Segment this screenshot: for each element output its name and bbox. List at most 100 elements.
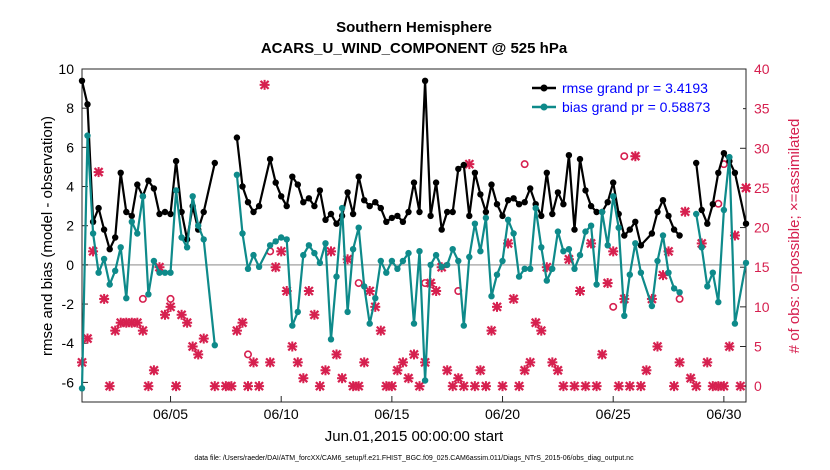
obs-possible-marker [354,279,363,288]
bias-point [432,251,440,259]
rmse-point [549,210,556,218]
y-tick-label: 6 [66,139,74,155]
bias-point [455,257,462,265]
obs-assimilated-marker [193,349,204,360]
rmse-point [449,208,456,216]
bias-point [438,263,445,270]
legend-box [525,75,743,117]
bias-point [322,240,329,247]
bias-point [361,283,368,290]
bias-point [128,218,135,225]
obs-assimilated-marker [93,167,104,178]
obs-assimilated-marker [458,381,469,392]
obs-possible-marker [620,152,629,161]
bias-point [372,295,379,302]
rmse-point [604,199,611,206]
bias-point [95,269,102,276]
rmse-point [361,197,368,204]
rmse-point [84,101,91,108]
bias-point [161,269,169,276]
obs-assimilated-marker [403,373,414,384]
bias-point [266,242,274,249]
obs-assimilated-marker [198,333,209,344]
bias-point [499,257,506,265]
rmse-point [311,202,318,210]
rmse-point [233,134,241,141]
rmse-point [239,183,246,190]
bias-point [289,322,296,329]
bias-point [626,271,633,278]
bias-point [139,193,147,200]
right-y-tick-label: 40 [754,61,770,77]
obs-assimilated-marker [669,381,680,392]
bias-point [670,285,678,292]
bias-point [150,257,158,265]
bias-point [693,210,700,218]
bias-point [250,251,257,259]
bias-point [377,257,384,265]
rmse-point [659,197,667,204]
rmse-point [255,202,263,210]
obs-assimilated-marker [624,381,635,392]
bias-point [460,322,467,329]
obs-assimilated-marker [685,373,696,384]
rmse-point [654,208,661,216]
obs-assimilated-marker [480,381,491,392]
obs-possible-marker [166,294,175,303]
bias-point [521,265,528,272]
obs-assimilated-marker [248,357,259,368]
rmse-point [167,210,174,218]
bias-point [654,257,661,265]
rmse-point [715,169,722,176]
obs-assimilated-marker [575,286,585,296]
bias-point [355,224,362,231]
rmse-point [731,169,739,176]
obs-assimilated-marker [231,325,242,336]
rmse-point [161,208,169,216]
rmse-point [366,202,373,210]
obs-possible-marker [609,302,618,311]
rmse-point [78,77,86,85]
bias-point [255,263,263,270]
rmse-point [278,193,285,200]
bias-point [477,248,484,255]
bias-point [676,289,683,296]
rmse-point [571,226,578,233]
y-tick-label: 2 [66,218,74,234]
rmse-point [95,204,102,212]
bias-point [543,277,550,284]
bias-point [410,320,418,327]
obs-assimilated-marker [292,357,303,368]
x-tick-label: 06/10 [264,406,299,422]
series-lines [78,77,750,392]
obs-assimilated-marker [469,381,480,392]
bias-point [244,265,252,272]
obs-assimilated-marker [237,317,248,328]
obs-assimilated-marker [303,286,314,296]
bias-point [482,214,490,222]
bias-point [117,244,124,251]
obs-assimilated-marker [724,341,735,352]
x-axis-label: Jun.01,2015 00:00:00 start [325,428,504,445]
bias-point [709,269,716,276]
bias-point [344,308,351,316]
rmse-point [150,185,158,192]
bias-point [510,230,517,237]
bias-point [444,261,451,269]
obs-assimilated-marker [674,357,685,368]
obs-assimilated-marker [209,381,220,392]
rmse-point [112,234,119,241]
obs-assimilated-marker [453,373,464,384]
bias-point [112,267,119,274]
obs-assimilated-marker [608,246,619,257]
bias-point [704,283,711,290]
rmse-point [515,201,523,208]
legend-bias-label: bias grand pr = 0.58873 [562,99,710,115]
rmse-point [560,201,567,208]
obs-assimilated-marker [630,151,641,162]
rmse-point [493,201,501,208]
rmse-point [720,150,728,157]
rmse-point [576,155,584,163]
